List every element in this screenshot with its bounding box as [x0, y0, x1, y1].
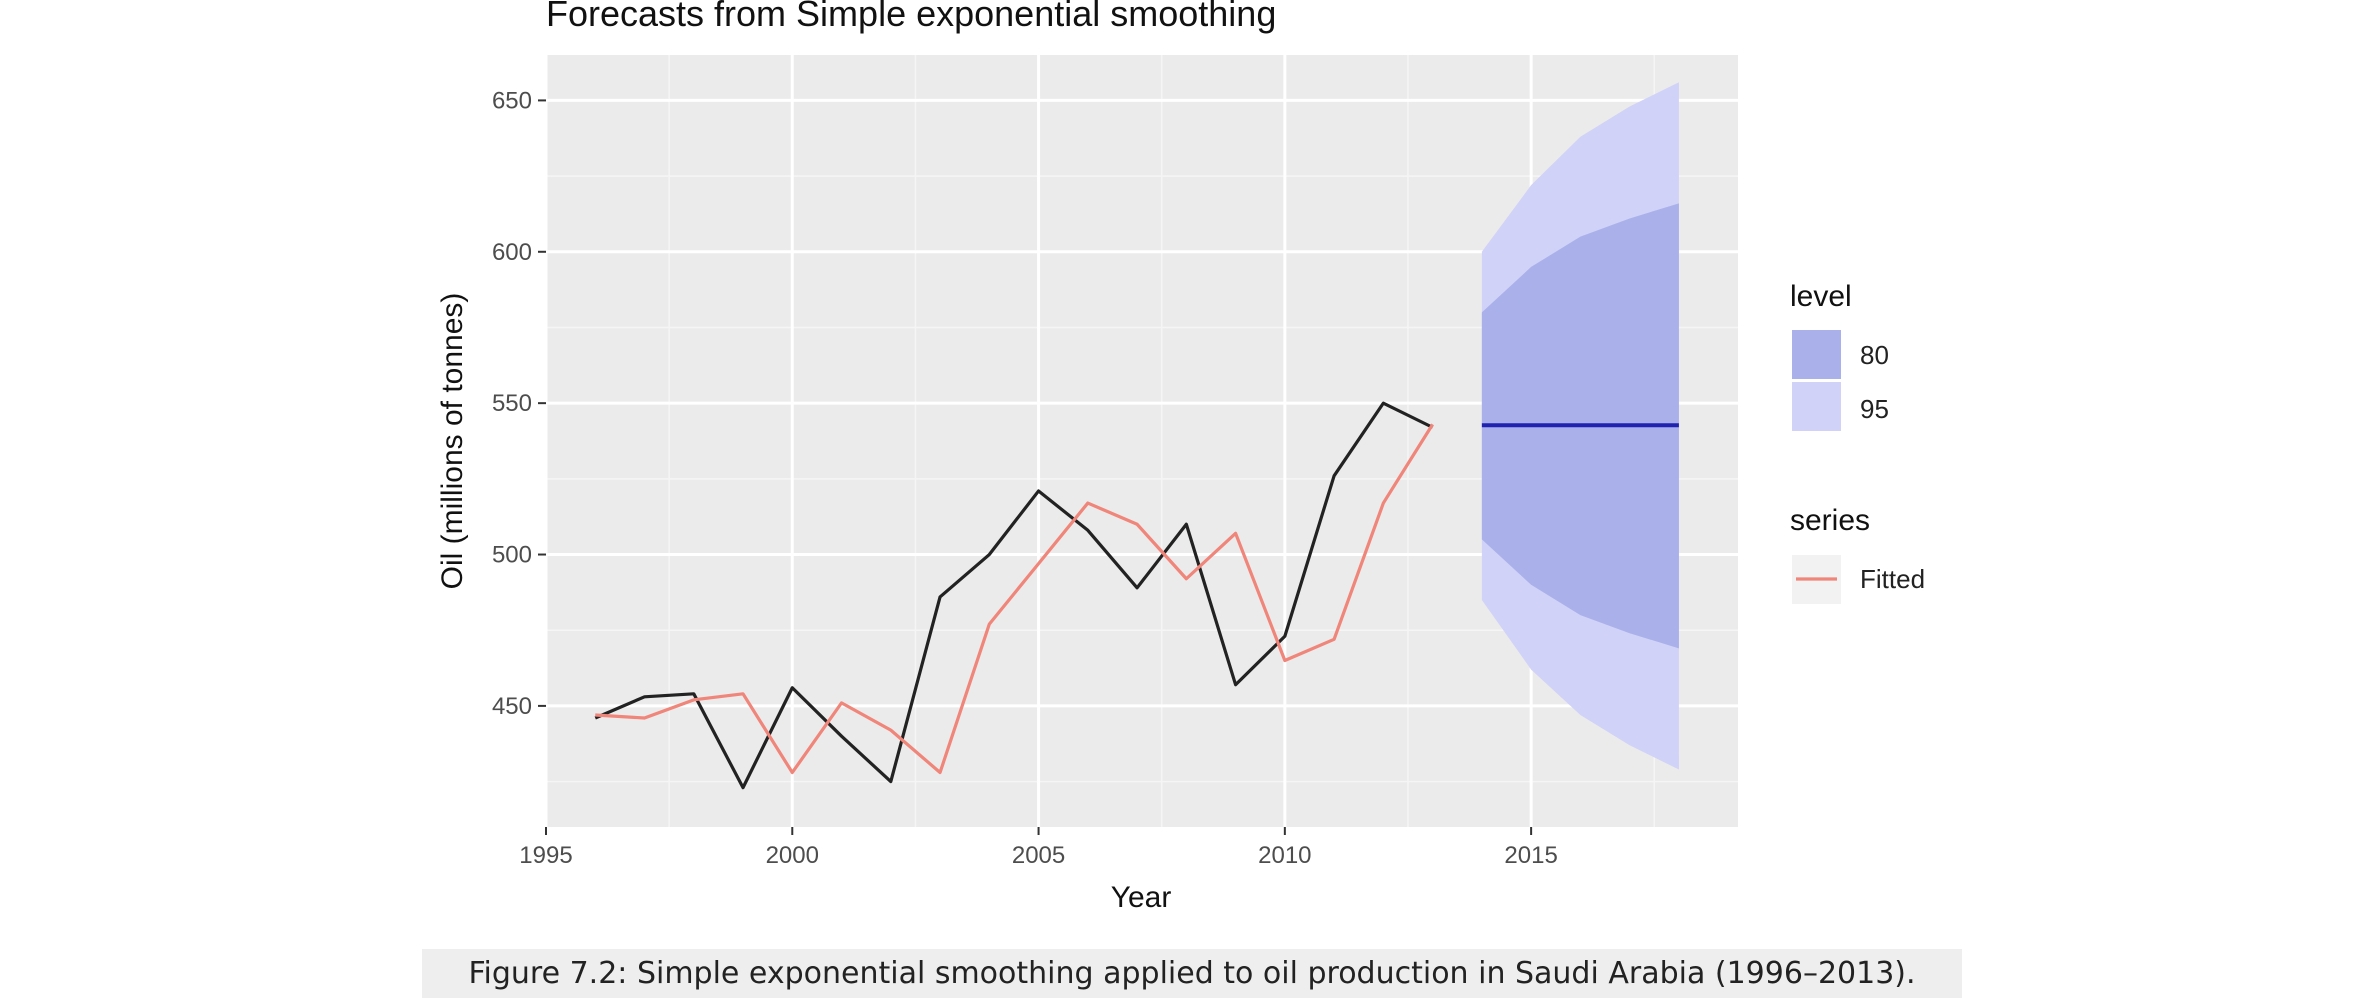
- y-tick-label: 650: [492, 87, 532, 114]
- x-tick-label: 2015: [1504, 842, 1557, 869]
- x-tick-label: 1995: [519, 842, 572, 869]
- legend-label-80: 80: [1860, 340, 1889, 370]
- y-tick-label: 550: [492, 390, 532, 417]
- chart-title: Forecasts from Simple exponential smooth…: [546, 0, 1276, 34]
- y-tick-label: 600: [492, 239, 532, 266]
- legend-swatch-80: [1792, 330, 1841, 379]
- y-axis: 450 500 550 600 650: [492, 87, 546, 720]
- x-tick-label: 2010: [1258, 842, 1311, 869]
- legend: level 80 95 series Fitted: [1790, 280, 1925, 604]
- y-axis-label: Oil (millions of tonnes): [436, 293, 469, 590]
- figure-caption-bar: Figure 7.2: Simple exponential smoothing…: [422, 949, 1962, 998]
- legend-level-title: level: [1790, 280, 1852, 313]
- y-tick-label: 500: [492, 542, 532, 569]
- x-tick-label: 2000: [766, 842, 819, 869]
- x-axis: 1995 2000 2005 2010 2015: [519, 827, 1558, 869]
- legend-series-title: series: [1790, 504, 1870, 537]
- fitted-series-line: [595, 423, 1434, 775]
- observed-series-line: [594, 401, 1434, 790]
- x-axis-label: Year: [1111, 881, 1172, 914]
- legend-swatch-95: [1792, 382, 1841, 431]
- y-tick-label: 450: [492, 693, 532, 720]
- x-tick-label: 2005: [1012, 842, 1065, 869]
- legend-label-fitted: Fitted: [1860, 564, 1925, 594]
- figure-caption: Figure 7.2: Simple exponential smoothing…: [468, 956, 1916, 991]
- legend-label-95: 95: [1860, 394, 1889, 424]
